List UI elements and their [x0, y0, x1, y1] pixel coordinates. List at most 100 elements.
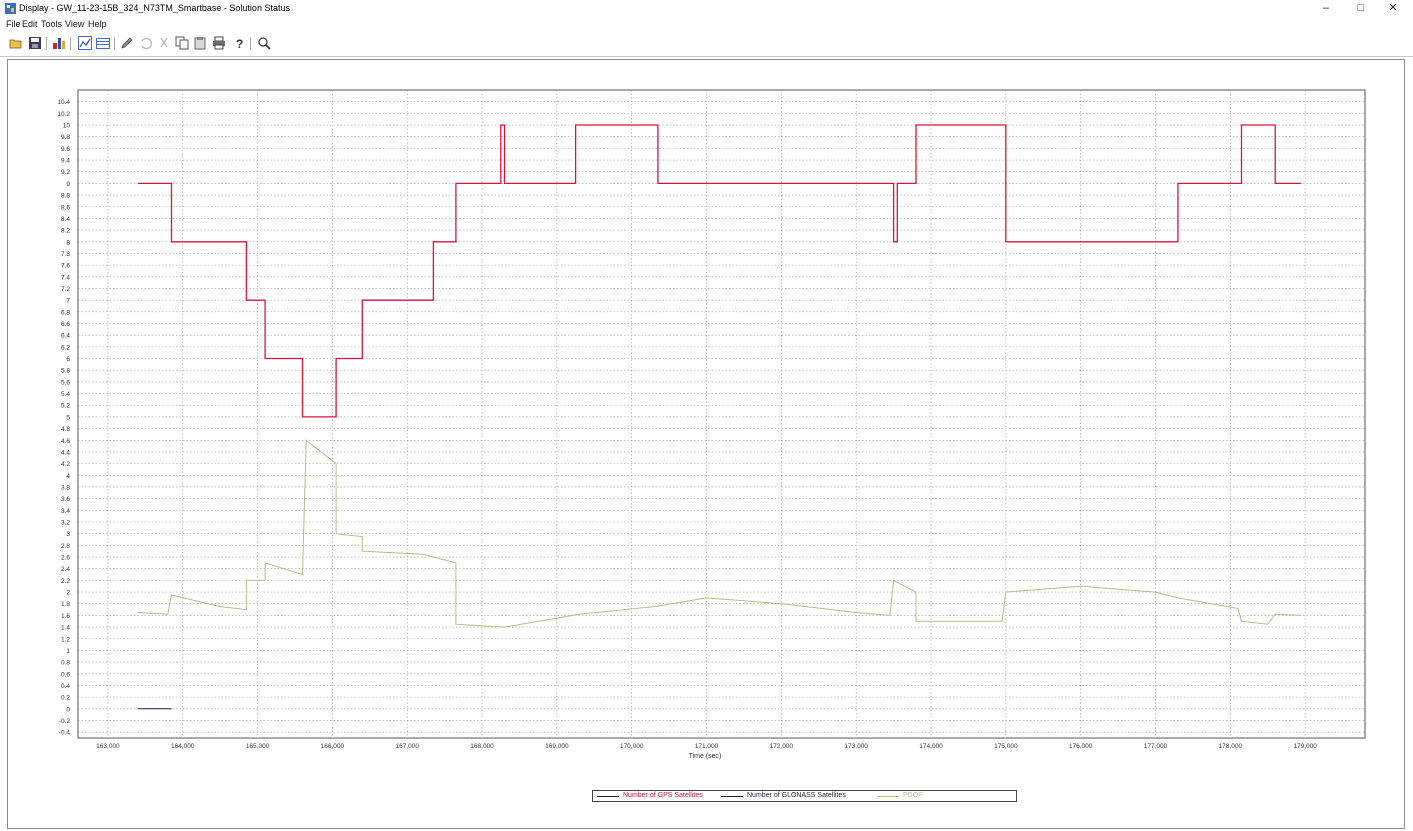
x-tick-label: 178,000	[1219, 743, 1243, 750]
x-tick-label: 174,000	[919, 743, 943, 750]
y-tick-label: 5	[66, 414, 70, 421]
menu-edit[interactable]: Edit	[22, 19, 38, 29]
undo-icon[interactable]	[138, 36, 152, 50]
help-icon[interactable]: ?	[232, 36, 246, 50]
table-icon[interactable]	[96, 36, 110, 50]
y-tick-label: 7	[66, 298, 70, 305]
y-tick-label: 0	[66, 706, 70, 713]
y-tick-label: 7.6	[61, 263, 70, 270]
chart-icon[interactable]	[78, 36, 92, 50]
y-tick-label: 10.4	[57, 99, 70, 106]
y-tick-label: 1	[66, 648, 70, 655]
y-tick-label: 4.8	[61, 426, 70, 433]
x-tick-label: 163,000	[96, 743, 120, 750]
y-tick-label: 10	[63, 123, 71, 130]
paste-icon[interactable]	[193, 36, 207, 50]
y-tick-label: 9.4	[61, 158, 70, 165]
x-tick-label: 173,000	[844, 743, 868, 750]
y-tick-label: 7.2	[61, 286, 70, 293]
y-tick-label: 8.6	[61, 204, 70, 211]
series-line-pdop	[137, 439, 1302, 628]
y-tick-label: 4	[66, 473, 70, 480]
legend-swatch	[721, 796, 743, 797]
x-tick-label: 167,000	[395, 743, 419, 750]
copy-icon[interactable]	[175, 36, 189, 50]
y-tick-label: 0.8	[61, 660, 70, 667]
toolbar-separator	[70, 37, 71, 50]
minimize-button[interactable]: –	[1322, 2, 1330, 14]
y-tick-label: 0.6	[61, 671, 70, 678]
toolbar-separator	[46, 37, 47, 50]
legend-item-glonass: Number of GLONASS Satellites	[721, 791, 881, 801]
y-tick-label: 8.2	[61, 228, 70, 235]
x-tick-label: 176,000	[1069, 743, 1093, 750]
y-tick-label: 1.4	[61, 625, 70, 632]
y-tick-label: 3	[66, 531, 70, 538]
x-tick-label: 170,000	[620, 743, 644, 750]
legend-label: PDOP	[903, 792, 923, 799]
x-tick-label: 177,000	[1144, 743, 1168, 750]
y-tick-label: 9	[66, 181, 70, 188]
y-tick-label: 2	[66, 590, 70, 597]
menu-view[interactable]: View	[65, 19, 85, 29]
menu-bar: File Edit Tools View Help	[0, 18, 1413, 31]
chart-legend: Number of GPS Satellites Number of GLONA…	[592, 790, 1017, 802]
x-tick-label: 168,000	[470, 743, 494, 750]
plot-area	[77, 89, 1366, 739]
y-tick-label: 5.2	[61, 403, 70, 410]
y-tick-label: 2.4	[61, 566, 70, 573]
y-tick-label: 2.2	[61, 578, 70, 585]
menu-help[interactable]: Help	[88, 19, 107, 29]
y-tick-label: 10.2	[57, 111, 70, 118]
svg-text:?: ?	[236, 37, 243, 50]
title-bar: Display - GW_11-23-15B_324_N73TM_Smartba…	[0, 0, 1413, 17]
x-tick-label: 179,000	[1293, 743, 1317, 750]
y-tick-label: 8	[66, 239, 70, 246]
series-line-number-of-gps-satellites	[137, 124, 1302, 418]
pencil-icon[interactable]	[120, 36, 134, 50]
y-tick-label: 3.8	[61, 484, 70, 491]
toolbar-separator	[114, 37, 115, 50]
y-tick-label: 5.6	[61, 379, 70, 386]
y-tick-label: 9.6	[61, 146, 70, 153]
menu-file[interactable]: File	[6, 19, 21, 29]
x-tick-label: 164,000	[171, 743, 195, 750]
y-tick-label: 1.2	[61, 636, 70, 643]
menu-tools[interactable]: Tools	[41, 19, 63, 29]
y-tick-label: 9.2	[61, 169, 70, 176]
legend-item-pdop: PDOP	[877, 791, 957, 801]
y-tick-label: 7.4	[61, 274, 70, 281]
legend-swatch	[877, 796, 899, 797]
window-title: Display - GW_11-23-15B_324_N73TM_Smartba…	[19, 3, 290, 13]
save-icon[interactable]	[28, 36, 42, 50]
cut-icon[interactable]	[157, 36, 171, 50]
y-tick-label: 6.8	[61, 309, 70, 316]
y-tick-label: 8.4	[61, 216, 70, 223]
y-tick-label: -0.4	[59, 730, 71, 737]
y-tick-label: 7.8	[61, 251, 70, 258]
y-tick-label: 0.2	[61, 695, 70, 702]
y-tick-label: 1.8	[61, 601, 70, 608]
x-tick-label: 171,000	[695, 743, 719, 750]
print-icon[interactable]	[212, 36, 226, 50]
toolbar: ?	[0, 32, 1413, 57]
y-tick-label: 6	[66, 356, 70, 363]
y-tick-label: 8.8	[61, 193, 70, 200]
plot-options-icon[interactable]	[52, 36, 66, 50]
open-icon[interactable]	[9, 36, 23, 50]
x-tick-label: 166,000	[321, 743, 345, 750]
y-tick-label: 4.6	[61, 438, 70, 445]
maximize-button[interactable]: □	[1357, 2, 1365, 14]
y-tick-label: 5.8	[61, 368, 70, 375]
x-tick-label: 175,000	[994, 743, 1018, 750]
x-axis-label: Time (sec)	[689, 753, 722, 760]
y-tick-label: 4.2	[61, 461, 70, 468]
y-tick-label: 6.2	[61, 344, 70, 351]
app-icon	[5, 3, 16, 14]
close-button[interactable]: ✕	[1388, 2, 1398, 14]
legend-label: Number of GLONASS Satellites	[747, 792, 846, 799]
zoom-icon[interactable]	[257, 36, 271, 50]
toolbar-separator	[250, 37, 251, 50]
y-tick-label: 6.4	[61, 333, 70, 340]
